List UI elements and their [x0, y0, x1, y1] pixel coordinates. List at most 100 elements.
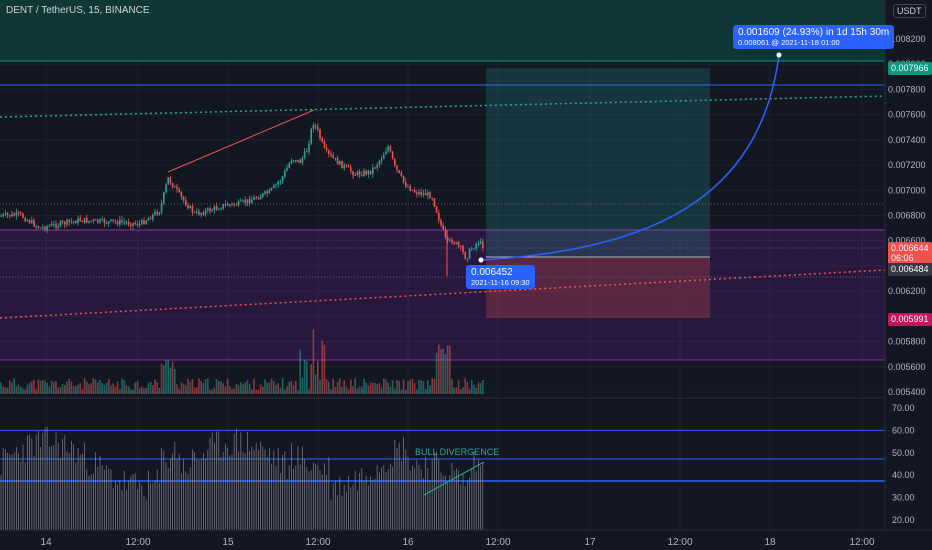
volume-bar — [15, 386, 18, 394]
candle-body — [255, 197, 257, 199]
candle-body — [70, 221, 73, 223]
candle-body — [464, 252, 466, 259]
volume-bar — [229, 386, 231, 394]
candle-body — [345, 165, 348, 167]
volume-bar — [72, 385, 75, 394]
volume-bar — [171, 361, 174, 394]
candle-body — [154, 211, 156, 215]
volume-bar — [264, 379, 266, 394]
volume-bar — [358, 386, 361, 394]
volume-bar — [90, 382, 92, 394]
volume-bar — [222, 383, 224, 394]
volume-bar — [248, 383, 251, 394]
candle-body — [160, 203, 163, 213]
volume-bar — [13, 378, 15, 394]
candle-body — [266, 191, 268, 194]
candle-body — [317, 126, 319, 130]
bull-divergence-label: BULL DIVERGENCE — [415, 447, 500, 457]
volume-bar — [418, 379, 420, 394]
candle-body — [101, 219, 103, 221]
volume-bar — [125, 384, 128, 394]
candle-body — [35, 226, 37, 228]
candle-body — [152, 214, 154, 220]
candle-body — [61, 221, 64, 223]
candle-body — [233, 203, 235, 205]
candle-body — [251, 199, 253, 204]
candle-body — [292, 160, 295, 162]
candle-body — [361, 174, 363, 176]
volume-bar — [2, 386, 4, 394]
time-axis-label: 16 — [402, 537, 414, 548]
candle-body — [11, 213, 13, 217]
volume-bar — [149, 381, 152, 394]
candle-body — [246, 199, 249, 203]
volume-bar — [286, 386, 288, 394]
projection-curve — [480, 54, 780, 261]
time-axis-label: 17 — [584, 537, 596, 548]
volume-bar — [174, 369, 176, 394]
volume-bar — [79, 383, 81, 394]
volume-bar — [235, 383, 238, 394]
candle-body — [127, 222, 130, 225]
candle-body — [88, 220, 90, 223]
volume-bar — [127, 386, 130, 394]
volume-bar — [209, 389, 211, 394]
candle-body — [416, 192, 418, 195]
candle-body — [75, 221, 77, 224]
volume-bar — [376, 383, 378, 394]
volume-bar — [176, 384, 178, 394]
low-callout[interactable]: 0.006452 2021-11-16 09:30 — [466, 265, 535, 289]
volume-bar — [77, 384, 79, 394]
candle-body — [365, 170, 367, 175]
candle-body — [244, 200, 246, 203]
target-callout-time: 0.008061 @ 2021-11-18 01:00 — [738, 38, 840, 47]
candle-body — [42, 226, 44, 228]
candle-body — [286, 167, 288, 171]
stop-price-tag: 0.005991 — [888, 313, 932, 326]
candle-body — [207, 208, 209, 211]
candle-body — [398, 170, 400, 173]
candle-body — [391, 151, 394, 159]
currency-unit-button[interactable]: USDT — [893, 4, 926, 18]
time-axis-label: 14 — [40, 537, 52, 548]
volume-bar — [429, 385, 431, 394]
rsi-axis-label: 50.00 — [892, 448, 915, 458]
volume-bar — [354, 378, 356, 394]
volume-bar — [312, 329, 315, 394]
candle-body — [341, 160, 343, 169]
candle-body — [6, 213, 9, 216]
candle-body — [427, 192, 429, 196]
candle-body — [457, 242, 460, 246]
volume-bar — [112, 383, 114, 394]
candle-body — [167, 177, 169, 185]
volume-bar — [420, 380, 422, 394]
candle-body — [185, 200, 187, 206]
candle-body — [328, 150, 330, 154]
volume-bar — [152, 385, 154, 394]
volume-bar — [321, 340, 323, 394]
symbol-title[interactable]: DENT / TetherUS, 15, BINANCE — [6, 5, 150, 16]
candle-body — [248, 199, 251, 204]
volume-bar — [253, 378, 255, 394]
candle-body — [383, 154, 385, 159]
candle-body — [15, 212, 18, 216]
volume-bar — [220, 381, 222, 394]
target-callout[interactable]: 0.001609 (24.93%) in 1d 15h 30m 0.008061… — [733, 25, 895, 49]
volume-bar — [141, 386, 143, 394]
volume-bar — [66, 381, 68, 394]
volume-bar — [477, 382, 480, 394]
price-axis-label: 0.007200 — [888, 160, 926, 170]
candle-body — [323, 141, 326, 148]
candle-body — [356, 171, 359, 175]
projection-end-dot — [776, 52, 782, 58]
volume-bar — [455, 387, 458, 394]
volume-bar — [240, 382, 242, 394]
candle-body — [446, 236, 449, 241]
candle-body — [429, 192, 431, 199]
volume-bar — [46, 382, 48, 394]
candle-body — [50, 224, 53, 226]
volume-bar — [99, 379, 101, 394]
volume-bar — [389, 386, 392, 394]
